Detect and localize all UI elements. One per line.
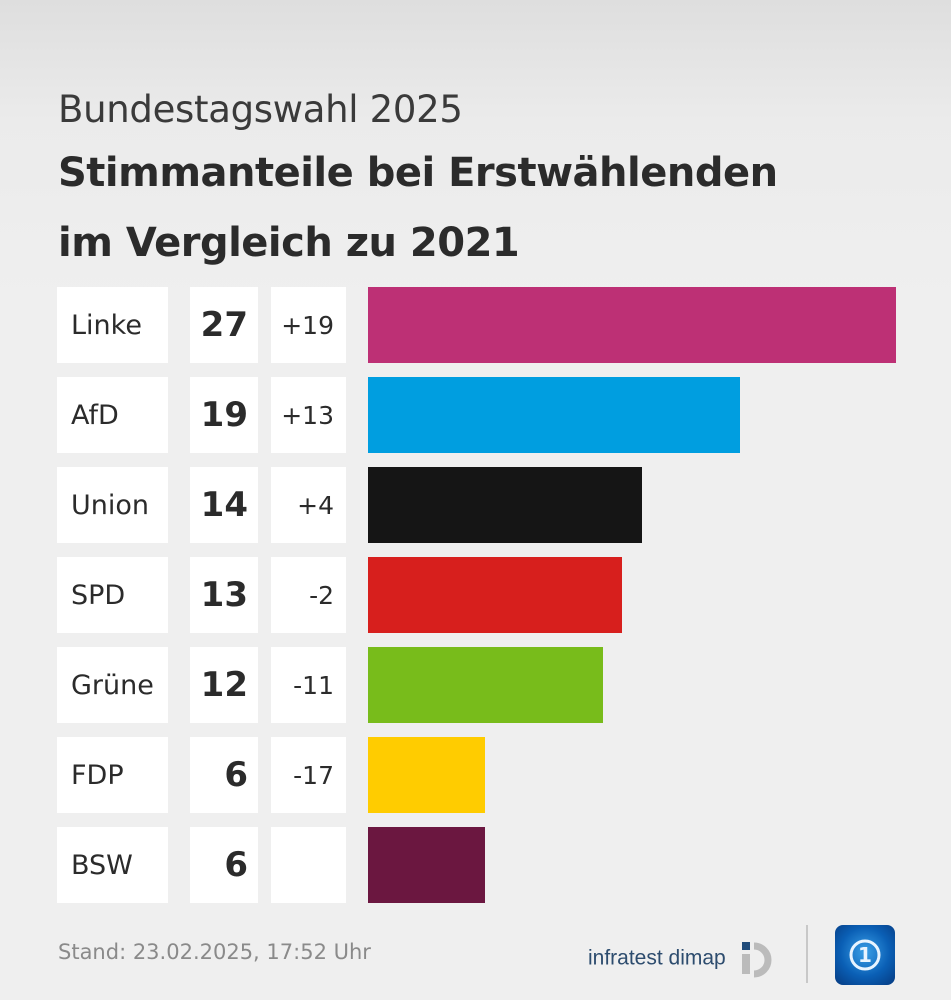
change-label: -17 xyxy=(271,737,346,813)
bar xyxy=(368,737,486,813)
change-label: +13 xyxy=(271,377,346,453)
value-label: 12 xyxy=(190,647,258,723)
bar-row: Union 14 +4 xyxy=(0,467,951,543)
bar xyxy=(368,467,642,543)
party-label: Linke xyxy=(57,287,168,363)
bar-row: AfD 19 +13 xyxy=(0,377,951,453)
divider xyxy=(806,925,808,983)
bar-row: BSW 6 xyxy=(0,827,951,903)
party-label: FDP xyxy=(57,737,168,813)
value-label: 6 xyxy=(190,827,258,903)
svg-text:1: 1 xyxy=(858,943,872,967)
source-logo: infratest dimap xyxy=(588,940,776,978)
bar-row: SPD 13 -2 xyxy=(0,557,951,633)
value-label: 27 xyxy=(190,287,258,363)
bar xyxy=(368,827,486,903)
party-label: Grüne xyxy=(57,647,168,723)
chart-supertitle: Bundestagswahl 2025 xyxy=(58,88,463,131)
bar xyxy=(368,287,896,363)
change-label xyxy=(271,827,346,903)
bar xyxy=(368,377,740,453)
infratest-dimap-icon xyxy=(741,942,772,978)
change-label: +4 xyxy=(271,467,346,543)
chart-title-line-2: im Vergleich zu 2021 xyxy=(58,220,520,266)
value-label: 13 xyxy=(190,557,258,633)
chart-title-line-1: Stimmanteile bei Erstwählenden xyxy=(58,150,778,196)
change-label: -2 xyxy=(271,557,346,633)
value-label: 6 xyxy=(190,737,258,813)
party-label: BSW xyxy=(57,827,168,903)
bar-row: Linke 27 +19 xyxy=(0,287,951,363)
value-label: 14 xyxy=(190,467,258,543)
party-label: SPD xyxy=(57,557,168,633)
change-label: -11 xyxy=(271,647,346,723)
bar xyxy=(368,647,603,723)
value-label: 19 xyxy=(190,377,258,453)
party-label: Union xyxy=(57,467,168,543)
ard-logo-icon: 1 xyxy=(835,925,895,985)
bar xyxy=(368,557,623,633)
party-label: AfD xyxy=(57,377,168,453)
source-name: infratest dimap xyxy=(588,946,726,970)
bar-row: FDP 6 -17 xyxy=(0,737,951,813)
bar-row: Grüne 12 -11 xyxy=(0,647,951,723)
timestamp: Stand: 23.02.2025, 17:52 Uhr xyxy=(58,940,371,964)
change-label: +19 xyxy=(271,287,346,363)
